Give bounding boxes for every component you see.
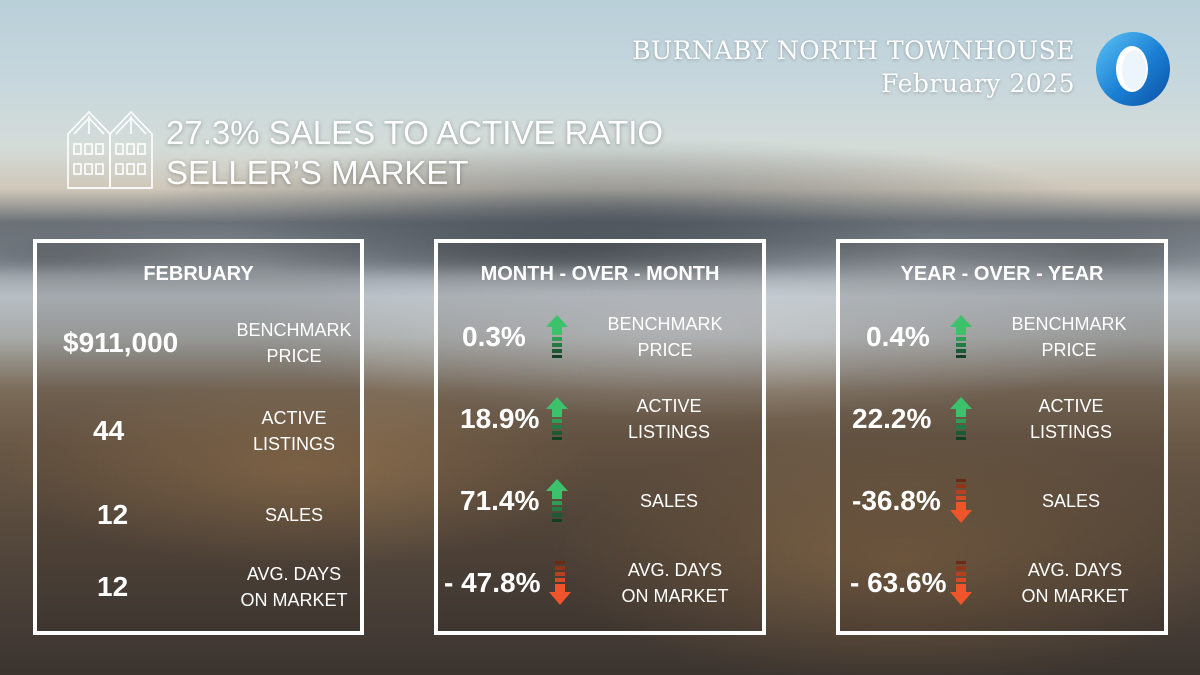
active-listings-label: ACTIVE LISTINGS <box>219 405 369 457</box>
label-line-1: ACTIVE <box>636 396 702 416</box>
benchmark-price-label: BENCHMARK PRICE <box>994 311 1144 363</box>
avg-days-row: - 47.8% AVG. DAYS ON MARKET <box>438 555 762 611</box>
label-line-2: PRICE <box>1041 340 1097 360</box>
avg-days-row: 12 AVG. DAYS ON MARKET <box>37 559 360 615</box>
up-arrow-icon <box>546 397 568 441</box>
label-line-2: ON MARKET <box>240 590 348 610</box>
sales-change: 71.4% <box>460 485 540 516</box>
down-arrow-icon <box>950 561 972 605</box>
benchmark-price-row: 0.3% BENCHMARK PRICE <box>438 309 762 365</box>
label-line-1: SALES <box>264 505 324 525</box>
down-arrow-icon <box>950 479 972 523</box>
sales-label: SALES <box>594 488 744 514</box>
sales-value: 12 <box>97 499 129 530</box>
avg-days-change: - 63.6% <box>850 567 947 598</box>
label-line-2: LISTINGS <box>1029 422 1113 442</box>
sales-change: -36.8% <box>852 485 941 516</box>
avg-days-value: 12 <box>97 571 129 602</box>
report-title: BURNABY NORTH TOWNHOUSE <box>632 36 1075 65</box>
avg-days-row: - 63.6% AVG. DAYS ON MARKET <box>840 555 1164 611</box>
benchmark-price-label: BENCHMARK PRICE <box>590 311 740 363</box>
ring-logo-icon <box>1096 32 1170 106</box>
active-listings-value: 44 <box>93 415 125 446</box>
up-arrow-icon <box>546 479 568 523</box>
benchmark-price-label: BENCHMARK PRICE <box>219 317 369 369</box>
panel-title: YEAR - OVER - YEAR <box>900 263 1104 285</box>
avg-days-change: - 47.8% <box>444 567 541 598</box>
label-line-1: BENCHMARK <box>236 320 352 340</box>
label-line-2: ON MARKET <box>621 586 729 606</box>
background-mountain <box>0 160 1200 270</box>
benchmark-price-change: 0.4% <box>866 321 930 352</box>
month-over-month-panel: MONTH - OVER - MONTH 0.3% BENCHMARK PRIC… <box>434 239 766 635</box>
label-line-1: ACTIVE <box>1038 396 1104 416</box>
label-line-1: BENCHMARK <box>607 314 723 334</box>
active-listings-change: 18.9% <box>460 403 540 434</box>
active-listings-label: ACTIVE LISTINGS <box>996 393 1146 445</box>
active-listings-row: 18.9% ACTIVE LISTINGS <box>438 391 762 447</box>
year-over-year-panel: YEAR - OVER - YEAR 0.4% BENCHMARK PRICE … <box>836 239 1168 635</box>
label-line-2: ON MARKET <box>1021 586 1129 606</box>
sales-label: SALES <box>996 488 1146 514</box>
down-arrow-icon <box>549 561 571 605</box>
benchmark-price-row: 0.4% BENCHMARK PRICE <box>840 309 1164 365</box>
benchmark-price-row: $911,000 BENCHMARK PRICE <box>37 315 360 371</box>
sales-to-active-ratio: 27.3% SALES TO ACTIVE RATIO <box>166 114 664 151</box>
label-line-2: LISTINGS <box>252 434 336 454</box>
sales-row: 71.4% SALES <box>438 473 762 529</box>
report-date: February 2025 <box>881 69 1075 98</box>
active-listings-row: 22.2% ACTIVE LISTINGS <box>840 391 1164 447</box>
benchmark-price-change: 0.3% <box>462 321 526 352</box>
avg-days-label: AVG. DAYS ON MARKET <box>1000 557 1150 609</box>
label-line-1: ACTIVE <box>261 408 327 428</box>
avg-days-label: AVG. DAYS ON MARKET <box>600 557 750 609</box>
market-summary: 27.3% SALES TO ACTIVE RATIO SELLER’S MAR… <box>166 113 663 193</box>
active-listings-label: ACTIVE LISTINGS <box>594 393 744 445</box>
label-line-1: AVG. DAYS <box>246 564 342 584</box>
label-line-2: PRICE <box>637 340 693 360</box>
label-line-1: AVG. DAYS <box>1027 560 1123 580</box>
panel-title: FEBRUARY <box>143 263 254 285</box>
up-arrow-icon <box>950 315 972 359</box>
sales-row: -36.8% SALES <box>840 473 1164 529</box>
active-listings-row: 44 ACTIVE LISTINGS <box>37 403 360 459</box>
label-line-1: AVG. DAYS <box>627 560 723 580</box>
townhouse-icon <box>67 110 153 189</box>
label-line-1: BENCHMARK <box>1011 314 1127 334</box>
label-line-2: LISTINGS <box>627 422 711 442</box>
benchmark-price-value: $911,000 <box>63 327 179 358</box>
panel-title: MONTH - OVER - MONTH <box>480 263 720 285</box>
header-title-block: BURNABY NORTH TOWNHOUSE February 2025 <box>632 36 1075 102</box>
active-listings-change: 22.2% <box>852 403 932 434</box>
up-arrow-icon <box>950 397 972 441</box>
february-panel: FEBRUARY $911,000 BENCHMARK PRICE 44 ACT… <box>33 239 364 635</box>
market-type: SELLER’S MARKET <box>166 154 469 191</box>
up-arrow-icon <box>546 315 568 359</box>
label-line-1: SALES <box>1041 491 1101 511</box>
label-line-1: SALES <box>639 491 699 511</box>
sales-label: SALES <box>219 502 369 528</box>
sales-row: 12 SALES <box>37 487 360 543</box>
label-line-2: PRICE <box>266 346 322 366</box>
avg-days-label: AVG. DAYS ON MARKET <box>219 561 369 613</box>
